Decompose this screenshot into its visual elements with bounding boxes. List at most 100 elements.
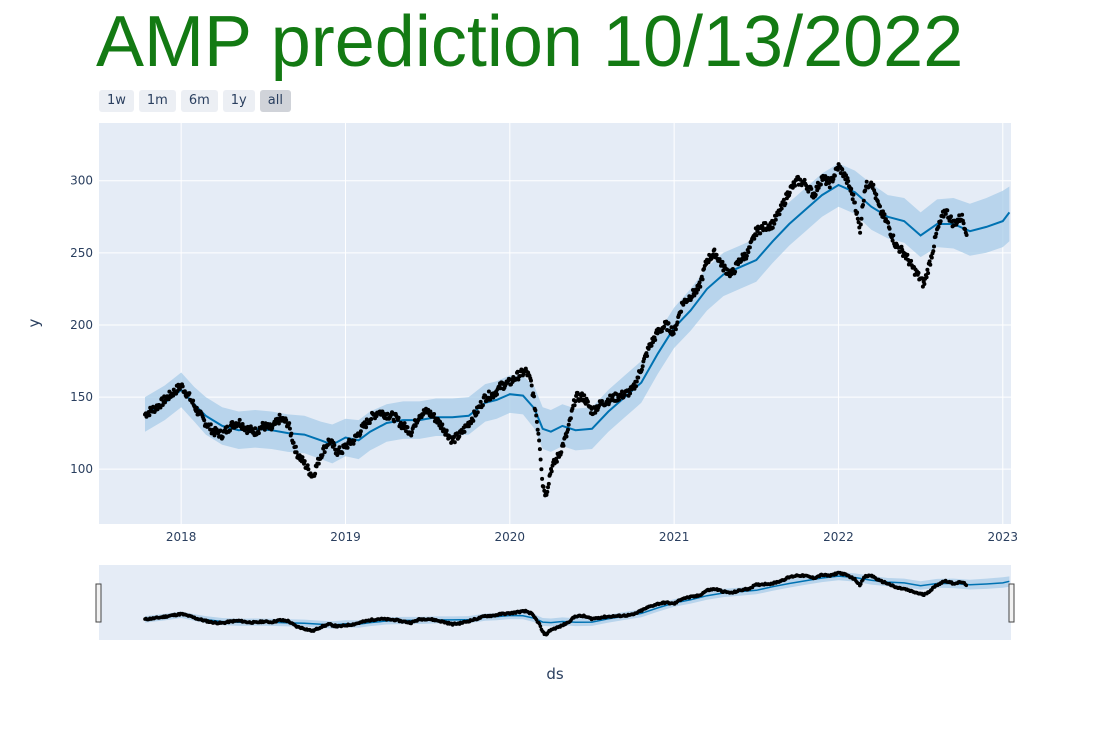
actual-point bbox=[645, 354, 650, 358]
actual-point bbox=[714, 252, 719, 257]
actual-point bbox=[538, 457, 543, 462]
actual-point bbox=[559, 450, 564, 455]
actual-point bbox=[875, 199, 880, 204]
actual-point bbox=[747, 245, 752, 250]
actual-point bbox=[345, 445, 350, 450]
actual-point bbox=[478, 399, 483, 404]
actual-point bbox=[916, 270, 921, 275]
actual-point bbox=[404, 429, 408, 434]
actual-point bbox=[600, 399, 604, 403]
actual-point bbox=[225, 424, 230, 429]
actual-point bbox=[659, 329, 664, 334]
actual-point bbox=[533, 408, 538, 413]
actual-point bbox=[773, 217, 778, 222]
actual-point bbox=[287, 421, 292, 426]
actual-point bbox=[622, 392, 627, 397]
actual-point bbox=[943, 211, 948, 216]
actual-point bbox=[925, 267, 930, 272]
actual-point bbox=[733, 269, 738, 274]
actual-point bbox=[364, 417, 369, 422]
x-tick-label: 2018 bbox=[166, 530, 197, 544]
actual-point bbox=[696, 287, 701, 292]
actual-point bbox=[809, 186, 814, 191]
actual-point bbox=[929, 255, 934, 260]
actual-point bbox=[827, 185, 832, 190]
actual-point bbox=[793, 183, 797, 188]
actual-point bbox=[878, 204, 882, 209]
range-button-1m[interactable]: 1m bbox=[138, 90, 176, 112]
actual-point bbox=[402, 421, 407, 426]
actual-point bbox=[692, 293, 697, 298]
actual-point bbox=[671, 331, 676, 336]
actual-point bbox=[475, 410, 480, 415]
range-button-1w[interactable]: 1w bbox=[99, 90, 134, 112]
actual-point bbox=[561, 443, 566, 448]
actual-point bbox=[220, 435, 225, 440]
range-slider[interactable] bbox=[95, 565, 1015, 640]
actual-point bbox=[772, 221, 777, 226]
actual-point bbox=[700, 277, 705, 282]
actual-point bbox=[306, 467, 311, 472]
actual-point bbox=[864, 179, 869, 184]
x-tick-label: 2023 bbox=[988, 530, 1019, 544]
y-tick-label: 100 bbox=[70, 462, 93, 476]
actual-point bbox=[532, 394, 536, 399]
actual-point bbox=[302, 459, 307, 464]
actual-point bbox=[517, 374, 522, 378]
actual-point bbox=[486, 389, 491, 394]
actual-point bbox=[779, 206, 784, 211]
range-button-1y[interactable]: 1y bbox=[222, 90, 255, 112]
range-button-6m[interactable]: 6m bbox=[180, 90, 218, 112]
y-tick-label: 300 bbox=[70, 174, 93, 188]
slider-handle-left[interactable] bbox=[95, 583, 102, 623]
actual-point bbox=[471, 418, 476, 423]
actual-point bbox=[852, 200, 857, 205]
actual-point bbox=[180, 384, 185, 389]
actual-point bbox=[440, 422, 445, 427]
actual-point bbox=[564, 434, 569, 439]
actual-point bbox=[289, 431, 294, 436]
actual-point bbox=[924, 275, 929, 280]
actual-point bbox=[358, 429, 363, 434]
actual-point bbox=[385, 411, 390, 416]
actual-point bbox=[539, 467, 544, 472]
actual-point bbox=[277, 412, 282, 417]
chart-title: AMP prediction 10/13/2022 bbox=[96, 2, 964, 82]
actual-point bbox=[681, 302, 686, 307]
range-button-all[interactable]: all bbox=[259, 90, 291, 112]
actual-point bbox=[777, 212, 782, 217]
actual-point bbox=[253, 426, 258, 431]
actual-point bbox=[535, 427, 540, 432]
actual-point bbox=[746, 250, 751, 255]
actual-point bbox=[662, 324, 667, 329]
actual-point bbox=[752, 236, 757, 241]
actual-point bbox=[194, 409, 198, 413]
actual-point bbox=[963, 227, 968, 232]
main-plot-area[interactable]: 100 150 200 250 300 2018 2019 2020 2021 2022 2023 bbox=[70, 123, 1018, 544]
actual-point bbox=[256, 431, 261, 436]
x-tick-label: 2020 bbox=[495, 530, 526, 544]
actual-point bbox=[367, 421, 372, 425]
slider-band bbox=[145, 572, 1010, 629]
actual-point bbox=[313, 471, 318, 476]
actual-point bbox=[729, 272, 734, 277]
actual-point bbox=[455, 431, 460, 436]
actual-point bbox=[536, 431, 541, 436]
actual-point bbox=[218, 428, 223, 433]
actual-point bbox=[628, 391, 633, 396]
actual-point bbox=[545, 489, 550, 494]
slider-handle-right[interactable] bbox=[1008, 583, 1015, 623]
actual-points bbox=[143, 162, 969, 498]
actual-point bbox=[228, 428, 232, 433]
actual-point bbox=[237, 417, 242, 422]
actual-point bbox=[675, 320, 680, 325]
actual-point bbox=[932, 244, 936, 249]
actual-point bbox=[653, 338, 658, 342]
actual-point bbox=[182, 389, 187, 394]
actual-point bbox=[405, 425, 410, 430]
actual-point bbox=[899, 244, 904, 249]
actual-point bbox=[859, 216, 864, 221]
actual-point bbox=[537, 438, 542, 443]
actual-point bbox=[922, 282, 927, 286]
